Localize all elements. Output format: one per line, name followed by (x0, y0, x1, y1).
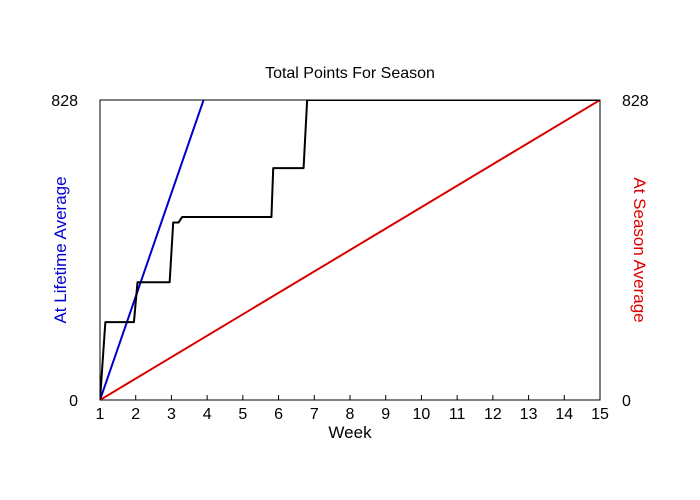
x-axis-title: Week (328, 423, 372, 442)
left-axis-title: At Lifetime Average (51, 176, 70, 323)
x-tick-label: 4 (203, 406, 212, 423)
left-tick-label: 0 (69, 393, 78, 410)
x-tick-label: 15 (591, 406, 609, 423)
x-tick-label: 11 (449, 406, 466, 423)
x-tick-label: 1 (96, 406, 105, 423)
series-line-lifetime (100, 100, 205, 400)
x-tick-label: 10 (413, 406, 431, 423)
right-axis-ticks: 0 828 (622, 93, 649, 410)
x-tick-label: 14 (555, 406, 573, 423)
right-tick-label: 0 (622, 393, 631, 410)
left-axis-ticks: 0 828 (51, 93, 78, 410)
series-line-actual (100, 100, 600, 400)
series-line-season (100, 100, 600, 400)
chart-title: Total Points For Season (265, 65, 435, 82)
left-tick-label: 828 (51, 93, 78, 110)
x-tick-label: 5 (238, 406, 247, 423)
series-layer (100, 100, 600, 400)
right-axis-title: At Season Average (630, 177, 649, 322)
x-axis-ticks: 1 2 3 4 5 6 7 8 9 10 11 12 13 14 15 (96, 395, 609, 423)
x-tick-label: 7 (310, 406, 319, 423)
x-tick-label: 3 (167, 406, 176, 423)
right-tick-label: 828 (622, 93, 649, 110)
x-tick-label: 12 (484, 406, 502, 423)
x-tick-label: 9 (381, 406, 390, 423)
x-tick-label: 6 (274, 406, 283, 423)
x-tick-label: 13 (520, 406, 538, 423)
x-tick-label: 8 (346, 406, 355, 423)
x-tick-label: 2 (131, 406, 140, 423)
